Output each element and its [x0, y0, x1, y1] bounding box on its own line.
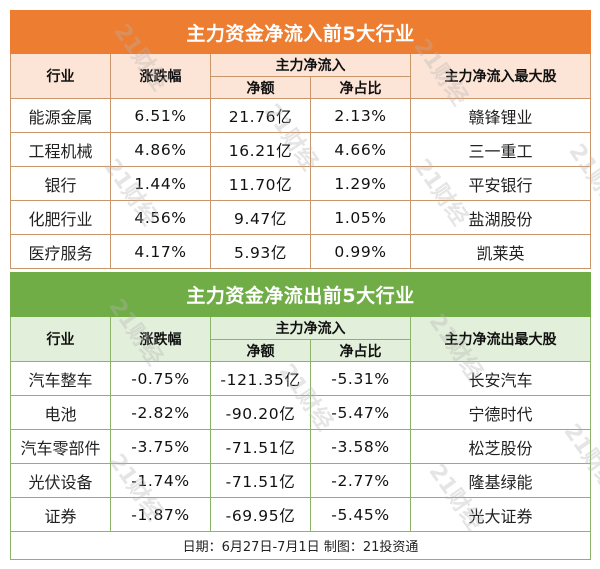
- net-ratio-cell: 4.66%: [310, 132, 411, 167]
- outflow-title: 主力资金净流出前5大行业: [9, 272, 592, 317]
- table-row: 电池 -2.82% -90.20亿 -5.47% 宁德时代: [10, 395, 592, 430]
- net-amount-cell: -71.51亿: [210, 463, 311, 498]
- net-ratio-cell: -5.47%: [310, 395, 411, 430]
- table-row: 汽车零部件 -3.75% -71.51亿 -3.58% 松芝股份: [10, 429, 592, 464]
- industry-cell: 化肥行业: [10, 200, 111, 235]
- change-cell: -1.87%: [110, 497, 211, 532]
- top-stock-cell: 凯莱英: [409, 234, 592, 269]
- top-stock-cell: 隆基绿能: [409, 463, 592, 498]
- header-net-amount: 净额: [210, 339, 311, 362]
- net-ratio-cell: -2.77%: [310, 463, 411, 498]
- change-cell: -1.74%: [110, 463, 211, 498]
- table-row: 银行 1.44% 11.70亿 1.29% 平安银行: [10, 166, 592, 201]
- table-row: 工程机械 4.86% 16.21亿 4.66% 三一重工: [10, 132, 592, 167]
- net-amount-cell: 11.70亿: [210, 166, 311, 201]
- header-net-ratio: 净占比: [310, 76, 411, 99]
- top-stock-cell: 平安银行: [409, 166, 592, 201]
- top-stock-cell: 松芝股份: [409, 429, 592, 464]
- top-stock-cell: 盐湖股份: [409, 200, 592, 235]
- change-cell: 6.51%: [110, 98, 211, 133]
- header-change: 涨跌幅: [110, 53, 211, 99]
- industry-cell: 银行: [10, 166, 111, 201]
- footer-caption: 日期：6月27日-7月1日 制图：21投资通: [9, 531, 592, 560]
- top-stock-cell: 长安汽车: [409, 361, 592, 396]
- industry-cell: 光伏设备: [10, 463, 111, 498]
- change-cell: 1.44%: [110, 166, 211, 201]
- net-amount-cell: 21.76亿: [210, 98, 311, 133]
- net-ratio-cell: -3.58%: [310, 429, 411, 464]
- header-top-stock: 主力净流入最大股: [409, 53, 592, 99]
- change-cell: 4.86%: [110, 132, 211, 167]
- table-row: 医疗服务 4.17% 5.93亿 0.99% 凯莱英: [10, 234, 592, 269]
- header-change: 涨跌幅: [110, 316, 211, 362]
- outflow-table: 主力资金净流出前5大行业 行业 涨跌幅 主力净流入 主力净流出最大股 净额 净占…: [9, 272, 592, 560]
- table-row: 证券 -1.87% -69.95亿 -5.45% 光大证券: [10, 497, 592, 532]
- net-amount-cell: 5.93亿: [210, 234, 311, 269]
- net-ratio-cell: 1.05%: [310, 200, 411, 235]
- net-ratio-cell: 2.13%: [310, 98, 411, 133]
- change-cell: -3.75%: [110, 429, 211, 464]
- net-ratio-cell: 0.99%: [310, 234, 411, 269]
- table-row: 能源金属 6.51% 21.76亿 2.13% 赣锋锂业: [10, 98, 592, 133]
- industry-cell: 电池: [10, 395, 111, 430]
- change-cell: -0.75%: [110, 361, 211, 396]
- top-stock-cell: 宁德时代: [409, 395, 592, 430]
- header-industry: 行业: [10, 316, 111, 362]
- net-amount-cell: -69.95亿: [210, 497, 311, 532]
- header-net-inflow-group: 主力净流入: [210, 316, 411, 340]
- header-net-ratio: 净占比: [310, 339, 411, 362]
- table-row: 光伏设备 -1.74% -71.51亿 -2.77% 隆基绿能: [10, 463, 592, 498]
- fund-flow-report: 主力资金净流入前5大行业 行业 涨跌幅 主力净流入 主力净流入最大股 净额 净占…: [9, 10, 592, 560]
- header-net-inflow-group: 主力净流入: [210, 53, 411, 77]
- top-stock-cell: 赣锋锂业: [409, 98, 592, 133]
- header-top-stock: 主力净流出最大股: [409, 316, 592, 362]
- net-ratio-cell: 1.29%: [310, 166, 411, 201]
- industry-cell: 医疗服务: [10, 234, 111, 269]
- header-net-amount: 净额: [210, 76, 311, 99]
- top-stock-cell: 三一重工: [409, 132, 592, 167]
- net-amount-cell: -71.51亿: [210, 429, 311, 464]
- net-amount-cell: 9.47亿: [210, 200, 311, 235]
- industry-cell: 工程机械: [10, 132, 111, 167]
- table-row: 汽车整车 -0.75% -121.35亿 -5.31% 长安汽车: [10, 361, 592, 396]
- inflow-title: 主力资金净流入前5大行业: [9, 10, 592, 54]
- top-stock-cell: 光大证券: [409, 497, 592, 532]
- change-cell: 4.17%: [110, 234, 211, 269]
- change-cell: -2.82%: [110, 395, 211, 430]
- industry-cell: 能源金属: [10, 98, 111, 133]
- inflow-table: 主力资金净流入前5大行业 行业 涨跌幅 主力净流入 主力净流入最大股 净额 净占…: [9, 10, 592, 269]
- net-ratio-cell: -5.45%: [310, 497, 411, 532]
- net-amount-cell: 16.21亿: [210, 132, 311, 167]
- net-amount-cell: -90.20亿: [210, 395, 311, 430]
- net-amount-cell: -121.35亿: [210, 361, 311, 396]
- industry-cell: 汽车整车: [10, 361, 111, 396]
- change-cell: 4.56%: [110, 200, 211, 235]
- net-ratio-cell: -5.31%: [310, 361, 411, 396]
- industry-cell: 证券: [10, 497, 111, 532]
- header-industry: 行业: [10, 53, 111, 99]
- table-row: 化肥行业 4.56% 9.47亿 1.05% 盐湖股份: [10, 200, 592, 235]
- industry-cell: 汽车零部件: [10, 429, 111, 464]
